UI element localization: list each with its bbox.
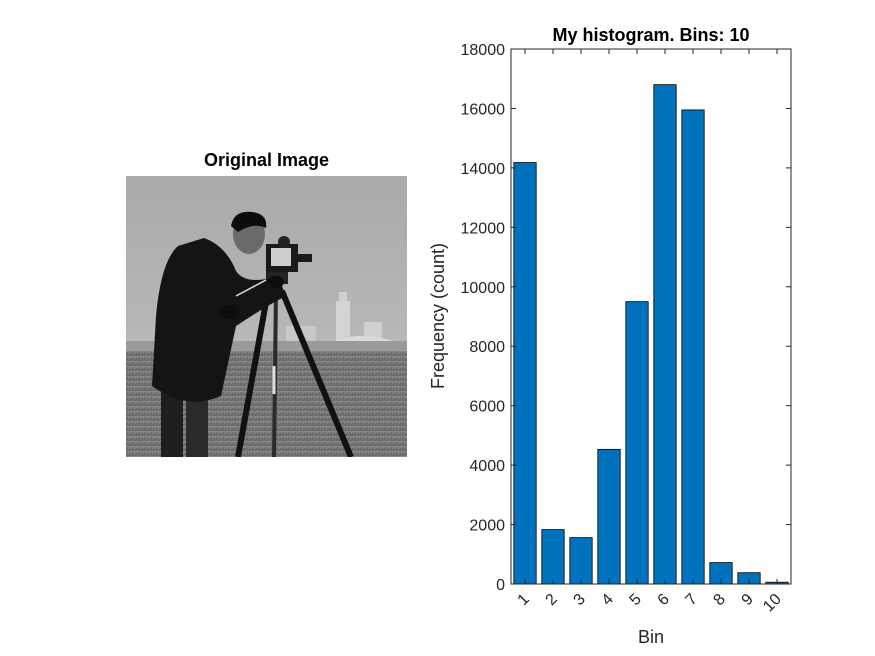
cameraman-photo <box>126 176 407 457</box>
x-axis-label: Bin <box>638 627 664 647</box>
bar-3 <box>569 537 593 585</box>
x-tick-label: 8 <box>711 591 729 609</box>
bar-7 <box>681 109 705 585</box>
y-tick-label: 18000 <box>461 42 506 59</box>
y-tick-label: 2000 <box>469 518 505 535</box>
y-tick-label: 4000 <box>469 458 505 475</box>
x-tick-label: 3 <box>571 591 589 609</box>
bar-6 <box>653 84 677 585</box>
y-axis-label: Frequency (count) <box>428 243 448 389</box>
x-tick-label: 2 <box>543 591 561 609</box>
bar-2 <box>541 529 565 585</box>
plot-box <box>510 48 792 585</box>
y-tick-label: 12000 <box>461 220 506 237</box>
x-tick-label: 5 <box>627 591 645 609</box>
y-tick-label: 8000 <box>469 339 505 356</box>
bar-1 <box>513 162 537 585</box>
chart-title: My histogram. Bins: 10 <box>552 25 749 45</box>
y-tick-label: 10000 <box>461 280 506 297</box>
bar-5 <box>625 301 649 585</box>
x-tick-label: 10 <box>760 591 785 616</box>
image-title: Original Image <box>203 150 330 170</box>
x-tick-label: 7 <box>683 591 701 609</box>
x-tick-label: 1 <box>515 591 533 609</box>
x-tick-label: 6 <box>655 591 673 609</box>
bar-4 <box>597 448 621 585</box>
x-tick-label: 9 <box>739 591 757 609</box>
y-tick-label: 14000 <box>461 161 506 178</box>
y-tick-label: 6000 <box>469 399 505 416</box>
x-tick-label: 4 <box>599 591 617 609</box>
y-tick-label: 0 <box>496 577 505 594</box>
plot-area <box>511 49 791 584</box>
y-tick-label: 16000 <box>461 101 506 118</box>
